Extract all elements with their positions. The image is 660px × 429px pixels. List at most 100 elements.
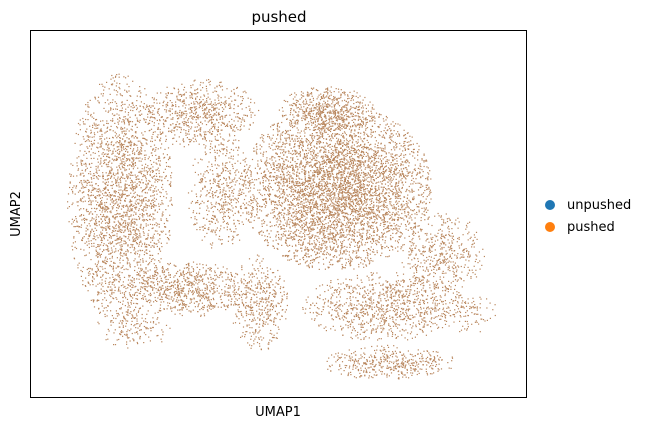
scatter-point [358, 231, 360, 233]
scatter-point [384, 240, 386, 242]
scatter-point [288, 177, 290, 179]
scatter-point [349, 203, 351, 205]
scatter-point [330, 174, 332, 176]
scatter-point [331, 125, 333, 127]
scatter-point [298, 153, 300, 155]
scatter-point [418, 211, 420, 213]
scatter-point [374, 190, 376, 193]
scatter-point [339, 236, 341, 238]
scatter-point [289, 129, 291, 131]
scatter-point [329, 211, 331, 213]
scatter-point [296, 162, 298, 165]
scatter-point [315, 201, 317, 203]
scatter-point [401, 233, 403, 235]
scatter-point [328, 190, 330, 193]
scatter-point [386, 226, 388, 228]
scatter-point [383, 219, 385, 221]
scatter-point [361, 172, 363, 174]
scatter-point [308, 111, 310, 113]
scatter-point [319, 232, 321, 234]
scatter-point [302, 232, 304, 234]
scatter-point [411, 213, 413, 216]
scatter-point [312, 208, 314, 210]
scatter-point [331, 162, 333, 164]
scatter-point [327, 96, 329, 98]
scatter-point [277, 163, 279, 165]
scatter-point [304, 185, 307, 188]
scatter-point [362, 171, 364, 173]
scatter-point [408, 165, 410, 167]
scatter-point [309, 141, 311, 143]
scatter-point [374, 254, 376, 256]
scatter-point [285, 129, 287, 132]
scatter-point [287, 200, 289, 202]
scatter-point [318, 146, 321, 148]
scatter-point [318, 135, 320, 137]
scatter-point [308, 176, 310, 178]
scatter-point [349, 205, 351, 208]
scatter-point [260, 231, 262, 233]
scatter-point [256, 204, 258, 206]
scatter-point [327, 133, 329, 135]
scatter-point [366, 222, 368, 224]
scatter-point [320, 115, 322, 117]
scatter-point [313, 107, 315, 109]
scatter-point [312, 229, 314, 231]
scatter-point [304, 254, 306, 256]
scatter-point [327, 178, 329, 180]
scatter-point [338, 133, 340, 136]
scatter-point [349, 165, 351, 167]
scatter-point [299, 221, 301, 223]
scatter-point [324, 218, 326, 220]
scatter-point [304, 177, 306, 180]
scatter-point [267, 133, 269, 136]
scatter-point [319, 128, 322, 130]
scatter-point [310, 237, 312, 239]
scatter-point [358, 204, 360, 206]
scatter-point [383, 200, 385, 202]
scatter-point [406, 200, 408, 203]
scatter-point [323, 263, 325, 265]
scatter-point [348, 185, 350, 187]
scatter-point [335, 199, 337, 201]
scatter-point [355, 205, 357, 207]
scatter-point [353, 175, 355, 177]
scatter-point [403, 145, 405, 147]
scatter-point [353, 226, 356, 228]
scatter-point [316, 176, 319, 178]
scatter-point [284, 213, 286, 215]
scatter-point [283, 177, 285, 179]
scatter-point [395, 193, 397, 195]
scatter-point [328, 209, 330, 211]
scatter-point [252, 181, 254, 183]
scatter-point [415, 203, 418, 206]
scatter-point [312, 221, 314, 223]
scatter-point [357, 242, 359, 244]
scatter-point [368, 165, 370, 167]
scatter-point [321, 180, 323, 182]
scatter-point [290, 258, 292, 260]
scatter-point [283, 183, 285, 185]
scatter-point [323, 100, 325, 102]
scatter-point [302, 256, 305, 258]
scatter-point [305, 193, 308, 195]
scatter-point [317, 231, 319, 233]
scatter-point [329, 198, 331, 200]
scatter-point [378, 198, 381, 200]
scatter-point [342, 192, 344, 194]
scatter-point [337, 177, 339, 179]
scatter-point [313, 205, 315, 207]
scatter-point [400, 204, 402, 206]
scatter-point [310, 144, 312, 146]
scatter-point [373, 231, 376, 233]
scatter-point [384, 144, 386, 146]
scatter-point [355, 208, 357, 210]
scatter-point [294, 120, 296, 122]
scatter-point [276, 221, 278, 223]
scatter-point [341, 176, 343, 178]
scatter-point [348, 198, 350, 201]
scatter-point [322, 174, 324, 176]
scatter-point [326, 215, 328, 217]
scatter-point [317, 118, 319, 120]
scatter-point [358, 113, 360, 115]
